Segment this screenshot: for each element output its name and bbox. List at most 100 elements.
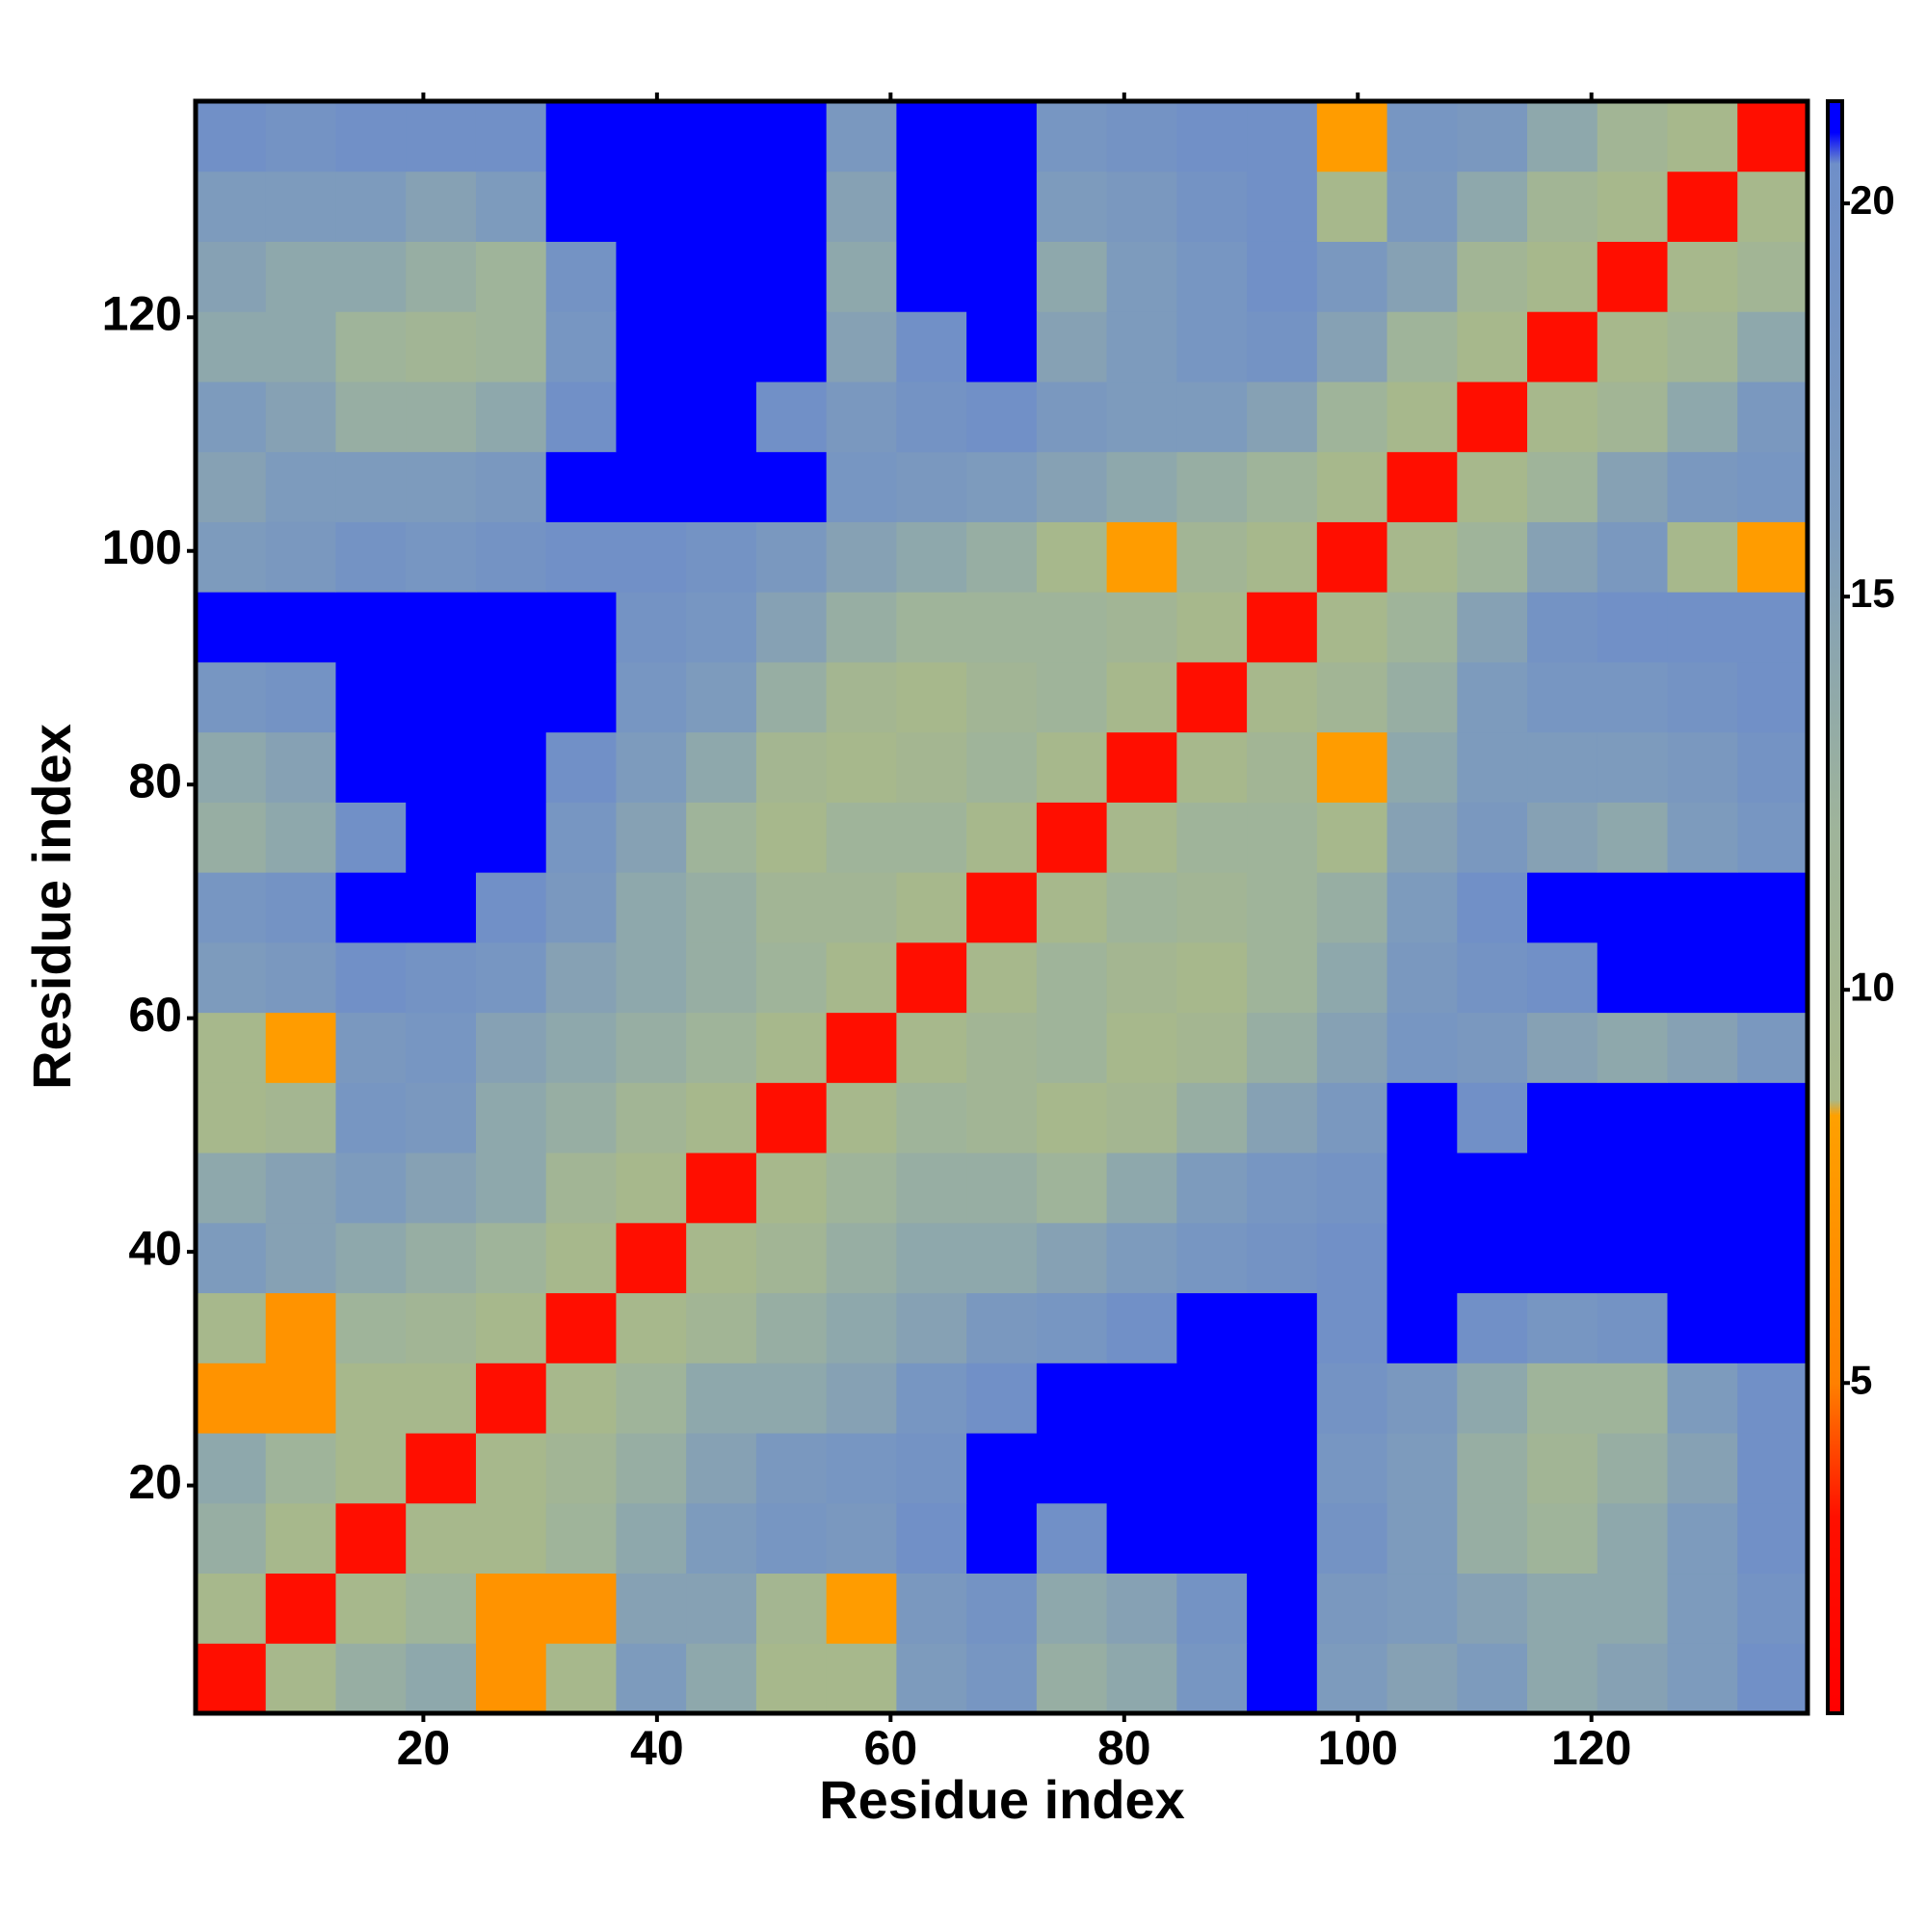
heatmap-cell — [826, 661, 897, 733]
heatmap-cell — [475, 311, 547, 383]
heatmap-cell — [406, 1573, 477, 1644]
heatmap-cell — [1386, 1502, 1458, 1575]
heatmap-cell — [1036, 802, 1108, 873]
heatmap-cell — [1106, 241, 1177, 312]
y-tick-label: 120 — [102, 286, 182, 340]
heatmap-cell — [475, 1643, 547, 1714]
heatmap-cell — [406, 802, 477, 873]
heatmap-cell — [1247, 1222, 1318, 1294]
heatmap-cell — [1457, 1573, 1528, 1644]
heatmap-cell — [1036, 381, 1108, 453]
plot-frame — [193, 98, 1810, 1716]
heatmap-cell — [1247, 872, 1318, 943]
heatmap-cell — [1176, 1433, 1248, 1504]
heatmap-cell — [1597, 241, 1669, 312]
heatmap-cell — [896, 171, 967, 242]
heatmap-cell — [826, 592, 897, 663]
heatmap-cell — [1386, 1082, 1458, 1153]
heatmap-cell — [1247, 1292, 1318, 1363]
heatmap-cell — [406, 381, 477, 453]
heatmap-cell — [1597, 802, 1669, 873]
heatmap-cell — [1597, 101, 1669, 172]
heatmap-cell — [826, 1222, 897, 1294]
heatmap-cell — [966, 101, 1038, 172]
heatmap-cell — [196, 1573, 267, 1644]
heatmap-cell — [1386, 451, 1458, 522]
heatmap-cell — [616, 1152, 687, 1224]
heatmap-cell — [1527, 451, 1598, 522]
heatmap-cell — [1737, 1363, 1808, 1434]
heatmap-cell — [545, 872, 617, 943]
heatmap-cell — [475, 941, 547, 1014]
heatmap-cell — [1737, 171, 1808, 242]
heatmap-cell — [1457, 451, 1528, 522]
heatmap-cell — [966, 1152, 1038, 1224]
heatmap-cell — [196, 171, 267, 242]
heatmap-cell — [755, 241, 828, 312]
colorbar — [1826, 99, 1844, 1715]
heatmap-cell — [1176, 1012, 1248, 1083]
heatmap-cell — [896, 101, 967, 172]
heatmap-cell — [1386, 1222, 1458, 1294]
heatmap-cell — [335, 872, 407, 943]
heatmap-cell — [755, 1573, 828, 1644]
heatmap-cell — [1247, 1643, 1318, 1714]
heatmap-cell — [1176, 1152, 1248, 1224]
heatmap-cell — [755, 941, 828, 1014]
heatmap-cell — [1457, 521, 1528, 593]
heatmap-cell — [1737, 1152, 1808, 1224]
heatmap-cell — [196, 451, 267, 522]
heatmap-cell — [1247, 1433, 1318, 1504]
heatmap-cell — [1527, 872, 1598, 943]
heatmap-cell — [1457, 802, 1528, 873]
heatmap-cell — [1386, 1643, 1458, 1714]
heatmap-cell — [406, 731, 477, 803]
heatmap-cell — [896, 592, 967, 663]
heatmap-cell — [1527, 1152, 1598, 1224]
heatmap-cell — [826, 311, 897, 383]
heatmap-cell — [475, 1222, 547, 1294]
heatmap-cell — [1106, 101, 1177, 172]
heatmap-cell — [686, 1152, 757, 1224]
heatmap-cell — [616, 1363, 687, 1434]
heatmap-cell — [1667, 311, 1738, 383]
heatmap-cell — [966, 941, 1038, 1014]
heatmap-cell — [966, 1433, 1038, 1504]
heatmap-cell — [1737, 1292, 1808, 1363]
heatmap-cell — [1036, 1292, 1108, 1363]
heatmap-cell — [1667, 1012, 1738, 1083]
heatmap-cell — [966, 592, 1038, 663]
heatmap-cell — [896, 1433, 967, 1504]
heatmap-cell — [1737, 451, 1808, 522]
heatmap-cell — [335, 1502, 407, 1575]
heatmap-cell — [1597, 1363, 1669, 1434]
heatmap-cell — [1667, 171, 1738, 242]
heatmap-cell — [896, 1012, 967, 1083]
heatmap-cell — [1527, 1222, 1598, 1294]
heatmap-cell — [545, 101, 617, 172]
heatmap-cell — [616, 731, 687, 803]
heatmap-cell — [196, 521, 267, 593]
heatmap-cell — [1527, 1502, 1598, 1575]
heatmap-cell — [475, 171, 547, 242]
heatmap-cell — [1247, 1012, 1318, 1083]
heatmap-cell — [1176, 1573, 1248, 1644]
heatmap-cell — [1106, 1292, 1177, 1363]
heatmap-cell — [1737, 592, 1808, 663]
heatmap-cell — [406, 1152, 477, 1224]
heatmap-cell — [406, 1012, 477, 1083]
heatmap-cell — [1737, 1082, 1808, 1153]
heatmap-cell — [545, 941, 617, 1014]
heatmap-cell — [406, 241, 477, 312]
heatmap-cell — [1667, 1643, 1738, 1714]
heatmap-cell — [966, 872, 1038, 943]
heatmap-cell — [1106, 661, 1177, 733]
heatmap-cell — [335, 171, 407, 242]
heatmap-cell — [196, 661, 267, 733]
heatmap-cell — [1527, 311, 1598, 383]
heatmap-cell — [196, 592, 267, 663]
heatmap-cell — [686, 1292, 757, 1363]
heatmap-cell — [616, 1222, 687, 1294]
heatmap-cell — [196, 1292, 267, 1363]
heatmap-cell — [1597, 1573, 1669, 1644]
